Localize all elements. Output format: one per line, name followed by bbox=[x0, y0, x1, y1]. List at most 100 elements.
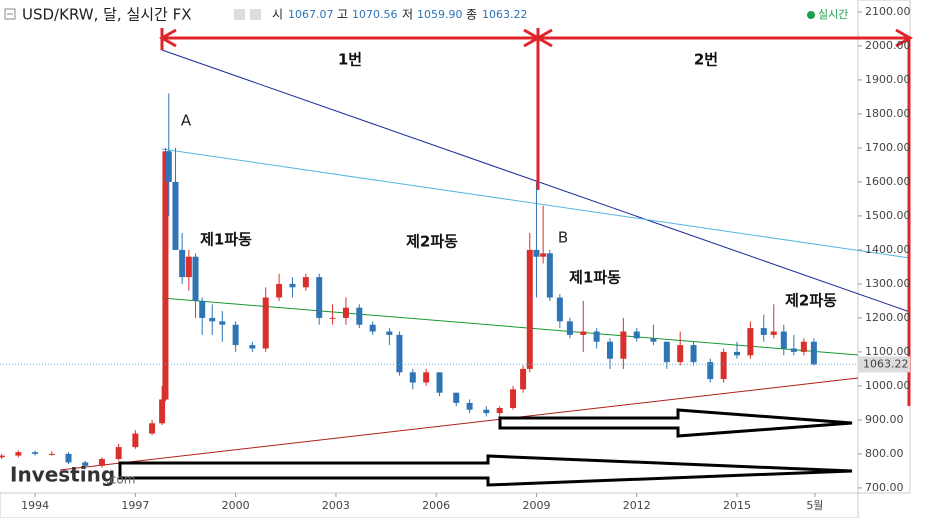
refresh-icon[interactable] bbox=[250, 9, 261, 20]
candle-body bbox=[65, 453, 72, 463]
annotation: 제2파동 bbox=[785, 292, 837, 310]
candle-body bbox=[396, 334, 403, 373]
candle-body bbox=[436, 372, 443, 393]
x-tick-label: 2006 bbox=[422, 499, 450, 512]
candle-body bbox=[810, 341, 817, 365]
outline-arrow bbox=[498, 408, 853, 438]
candle-body bbox=[540, 253, 547, 257]
y-tick-label: 1800.00 bbox=[865, 107, 911, 120]
candle-body bbox=[15, 452, 22, 456]
x-tick-label: 1997 bbox=[121, 499, 149, 512]
candle-body bbox=[747, 328, 754, 356]
candle-body bbox=[115, 447, 122, 459]
open-value: 1067.07 bbox=[288, 8, 334, 21]
candle-body bbox=[162, 151, 169, 400]
candle-body bbox=[386, 331, 393, 335]
candle-body bbox=[199, 300, 206, 318]
y-tick-label: 1300.00 bbox=[865, 277, 911, 290]
annotation: 1번 bbox=[338, 51, 362, 69]
x-tick-label: 1994 bbox=[21, 499, 49, 512]
trendline bbox=[161, 49, 911, 313]
candle-body bbox=[496, 408, 503, 414]
candle-body bbox=[132, 433, 139, 448]
candle-body bbox=[32, 452, 39, 454]
x-tick-label: 2012 bbox=[623, 499, 651, 512]
candle-body bbox=[165, 151, 172, 182]
y-tick-label: 1400.00 bbox=[865, 243, 911, 256]
candle-body bbox=[423, 372, 430, 383]
candle-body bbox=[800, 341, 807, 352]
status: 실시간 bbox=[818, 8, 848, 21]
candle-body bbox=[677, 345, 684, 363]
x-tick-label: 2003 bbox=[322, 499, 350, 512]
x-tick-label: 2009 bbox=[522, 499, 550, 512]
x-tick-label: 2015 bbox=[723, 499, 751, 512]
y-tick-label: 1700.00 bbox=[865, 141, 911, 154]
y-tick-label: 1500.00 bbox=[865, 209, 911, 222]
annotation: 제2파동 bbox=[406, 233, 458, 251]
trendlines bbox=[59, 49, 911, 471]
candle-body bbox=[149, 423, 156, 434]
candle-body bbox=[48, 453, 55, 455]
candle-body bbox=[580, 331, 587, 335]
candle-body bbox=[179, 249, 186, 278]
candle-body bbox=[556, 297, 563, 322]
candle-body bbox=[526, 249, 533, 369]
candle-body bbox=[342, 307, 349, 318]
candle-body bbox=[606, 341, 613, 359]
candle-body bbox=[510, 389, 517, 408]
candle-body bbox=[566, 321, 573, 335]
annotation: B bbox=[558, 229, 568, 247]
candle-body bbox=[690, 345, 697, 363]
low-label: 저 bbox=[402, 8, 413, 22]
y-tick-label: 1900.00 bbox=[865, 73, 911, 86]
close-label: 종 bbox=[466, 8, 477, 22]
candle-body bbox=[276, 283, 283, 298]
settings-icon[interactable] bbox=[234, 9, 245, 20]
candle-body bbox=[466, 402, 473, 410]
candle-body bbox=[172, 181, 179, 250]
candle-body bbox=[329, 317, 336, 319]
last-price-box bbox=[858, 356, 910, 373]
close-value: 1063.22 bbox=[482, 8, 528, 21]
candle-body bbox=[356, 307, 363, 325]
date-axis bbox=[0, 492, 859, 519]
candle-body bbox=[546, 253, 553, 298]
low-value: 1059.90 bbox=[417, 8, 463, 21]
candles bbox=[0, 93, 817, 470]
candle-body bbox=[707, 362, 714, 380]
high-value: 1070.56 bbox=[352, 8, 398, 21]
y-tick-label: 800.00 bbox=[865, 447, 904, 460]
candle-body bbox=[760, 328, 767, 335]
candle-body bbox=[633, 331, 640, 339]
candle-body bbox=[790, 348, 797, 352]
y-tick-label: 1200.00 bbox=[865, 311, 911, 324]
candle-body bbox=[289, 283, 296, 288]
x-tick-label: 2000 bbox=[222, 499, 250, 512]
candle-body bbox=[82, 462, 89, 466]
candle-body bbox=[409, 372, 416, 383]
candle-body bbox=[369, 324, 376, 332]
arrow-head bbox=[158, 28, 177, 48]
candle-body bbox=[0, 455, 5, 458]
candle-body bbox=[770, 331, 777, 335]
candle-body bbox=[620, 331, 627, 359]
candle-body bbox=[192, 256, 199, 301]
trendline bbox=[59, 377, 859, 471]
outline-arrows bbox=[118, 408, 853, 487]
candle-body bbox=[159, 399, 166, 424]
y-tick-label: 1000.00 bbox=[865, 379, 911, 392]
candle-body bbox=[650, 338, 657, 342]
y-tick-label: 2100.00 bbox=[865, 5, 911, 18]
instrument-title: USD/KRW, 달, 실시간 FX bbox=[22, 6, 192, 24]
annotation: 2번 bbox=[694, 51, 718, 69]
status-dot bbox=[807, 11, 815, 19]
outline-arrow bbox=[118, 454, 853, 487]
y-tick-label: 2000.00 bbox=[865, 39, 911, 52]
candle-body bbox=[593, 331, 600, 342]
candle-body bbox=[533, 249, 540, 257]
y-tick-label: 900.00 bbox=[865, 413, 904, 426]
candle-body bbox=[262, 297, 269, 349]
